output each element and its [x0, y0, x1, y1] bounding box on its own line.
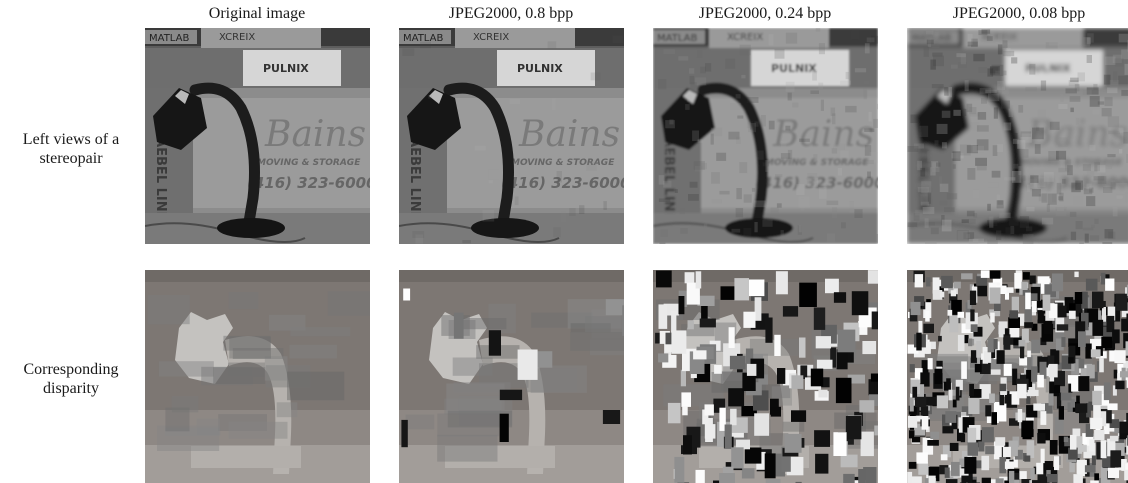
svg-text:KRAEBEL LINES: KRAEBEL LINES — [153, 117, 168, 230]
svg-text:MATLAB: MATLAB — [657, 33, 697, 44]
disparity-map-0.8bpp — [399, 270, 624, 483]
stereo-photo-0.24bpp: MATLAB XCREIX PULNIX KRAEBEL LINES Bains MOVI… — [653, 28, 878, 244]
svg-text:(416) 323-6000: (416) 323-6000 — [1009, 174, 1128, 192]
svg-text:XCREIX: XCREIX — [981, 32, 1017, 43]
svg-text:Bains: Bains — [518, 114, 620, 155]
svg-text:XCREIX: XCREIX — [727, 32, 763, 43]
stereo-photo-0.8bpp: MATLAB XCREIX PULNIX KRAEBEL LINES Bains MOVI… — [399, 28, 624, 244]
disparity-map-0.24bpp — [653, 270, 878, 483]
svg-text:PULNIX: PULNIX — [771, 62, 817, 75]
row-label-left-views: Left views of a stereopair — [0, 130, 142, 168]
svg-text:MOVING & STORAGE: MOVING & STORAGE — [765, 158, 869, 168]
row-label-line: disparity — [43, 380, 99, 397]
svg-text:KRAEBEL LINES: KRAEBEL LINES — [915, 117, 930, 230]
svg-text:MATLAB: MATLAB — [149, 33, 189, 44]
svg-text:Bains: Bains — [264, 114, 366, 155]
column-title-original: Original image — [208, 5, 306, 22]
svg-text:PULNIX: PULNIX — [263, 62, 309, 75]
svg-text:MOVING & STORAGE: MOVING & STORAGE — [1019, 158, 1123, 168]
svg-text:MATLAB: MATLAB — [403, 33, 443, 44]
svg-text:KRAEBEL LINES: KRAEBEL LINES — [661, 117, 676, 230]
svg-text:PULNIX: PULNIX — [517, 62, 563, 75]
row-label-disparity: Corresponding disparity — [0, 360, 142, 398]
svg-text:MOVING & STORAGE: MOVING & STORAGE — [257, 158, 361, 168]
svg-text:XCREIX: XCREIX — [473, 32, 509, 43]
row-label-line: Left views of a — [22, 131, 120, 148]
svg-text:XCREIX: XCREIX — [219, 32, 255, 43]
svg-text:(416) 323-6000: (416) 323-6000 — [755, 174, 878, 192]
svg-text:Bains: Bains — [1026, 114, 1128, 155]
stereo-photo-original: MATLAB XCREIX PULNIX KRAEBEL LINES Bains MOVI… — [145, 28, 370, 244]
stereo-photo-0.08bpp: MATLAB XCREIX PULNIX KRAEBEL LINES Bains MOVI… — [907, 28, 1128, 244]
disparity-map-original — [145, 270, 370, 483]
svg-text:PULNIX: PULNIX — [1025, 62, 1071, 75]
column-title-0.08bpp: JPEG2000, 0.08 bpp — [952, 5, 1086, 22]
disparity-map-0.08bpp — [907, 270, 1128, 483]
svg-text:(416) 323-6000: (416) 323-6000 — [247, 174, 370, 192]
svg-text:(416) 323-6000: (416) 323-6000 — [501, 174, 624, 192]
svg-text:MATLAB: MATLAB — [911, 33, 951, 44]
svg-text:MOVING & STORAGE: MOVING & STORAGE — [511, 158, 615, 168]
svg-text:Bains: Bains — [772, 114, 874, 155]
svg-text:KRAEBEL LINES: KRAEBEL LINES — [407, 117, 422, 230]
row-label-line: Corresponding — [23, 361, 119, 378]
row-label-line: stereopair — [39, 150, 103, 167]
column-title-0.8bpp: JPEG2000, 0.8 bpp — [448, 5, 574, 22]
column-title-0.24bpp: JPEG2000, 0.24 bpp — [698, 5, 832, 22]
